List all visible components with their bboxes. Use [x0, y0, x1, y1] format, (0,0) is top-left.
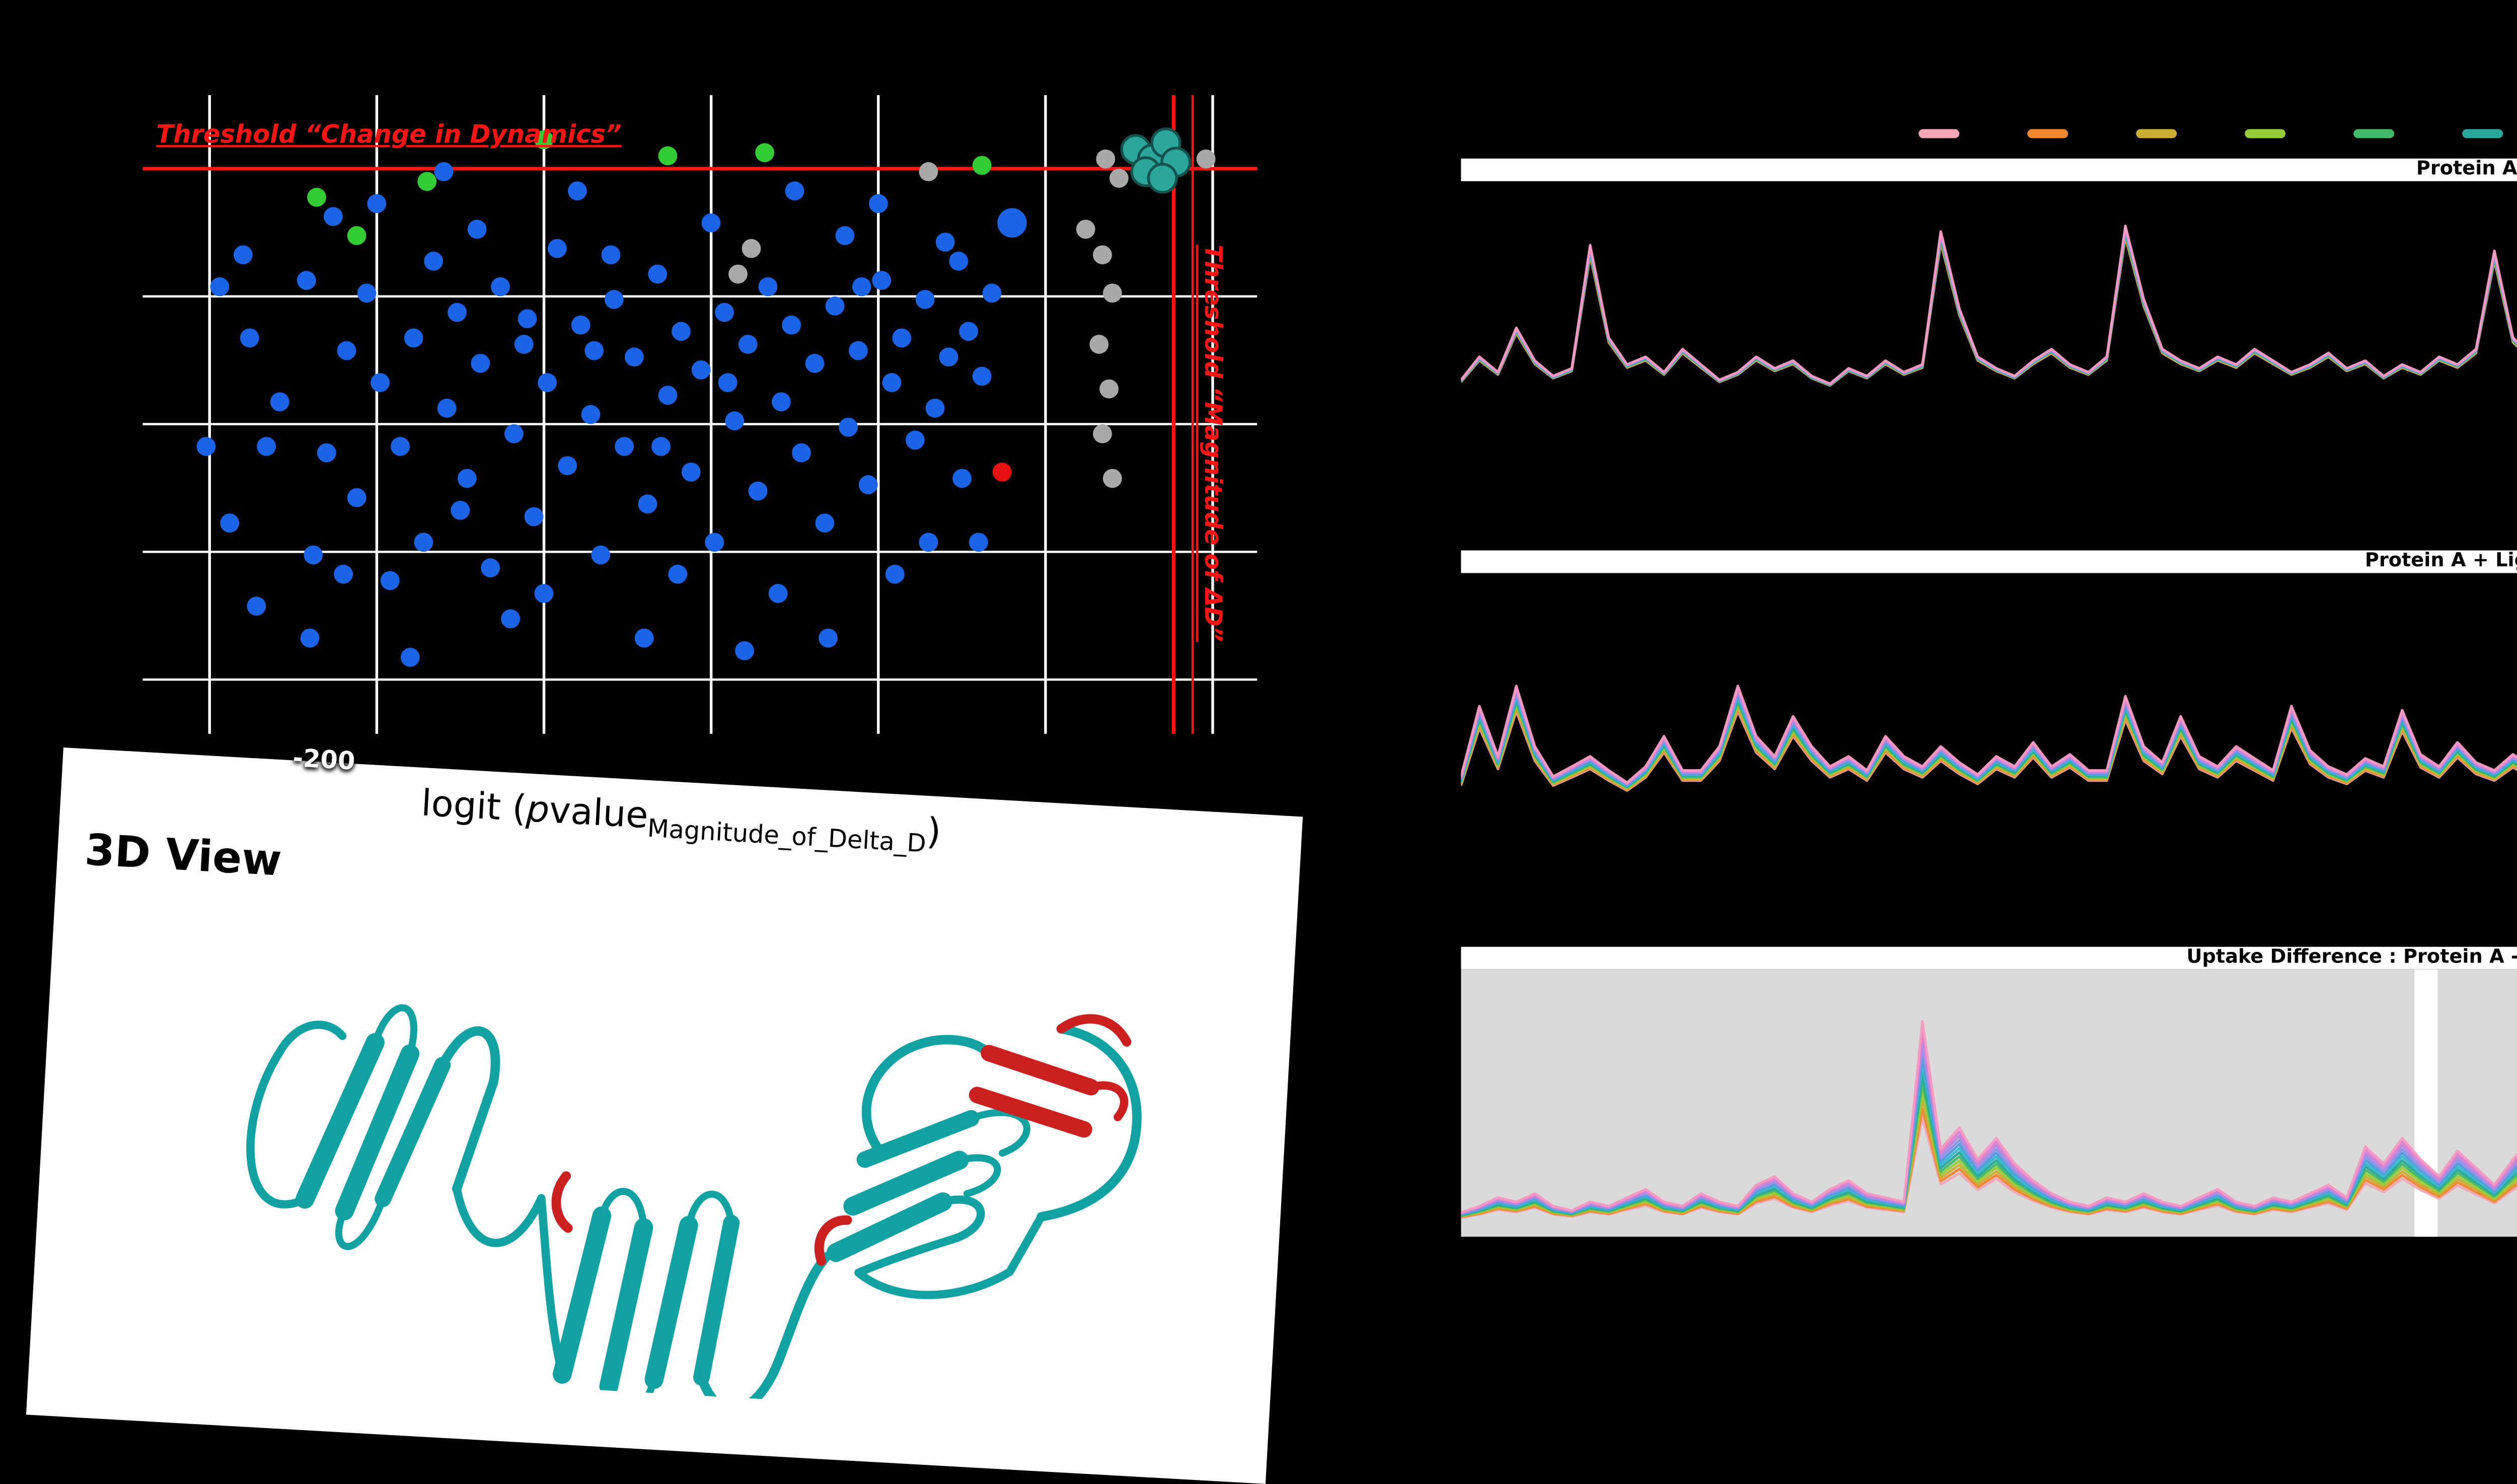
axis-label-subscript: Magnitude_of_Delta_D	[646, 813, 927, 859]
legend-swatch[interactable]	[2462, 129, 2503, 138]
volcano-plot-panel: Threshold “Change in Dynamics” Threshold…	[142, 95, 1257, 734]
chart-title-uptake-difference: Uptake Difference : Protein A - (Protein…	[2186, 946, 2517, 970]
chart-title-bar: Uptake Difference : Protein A - (Protein…	[1461, 946, 2517, 970]
axis-label-prefix: logit (	[420, 781, 528, 830]
volcano-scatter-chart[interactable]	[142, 95, 1257, 734]
protein-structure-3d-view[interactable]	[93, 882, 1250, 1425]
exposure-time-legend	[1918, 127, 2517, 140]
chart-title-protein-a-ligand: Protein A + Ligand	[2364, 550, 2517, 573]
protein-ribbon-red	[551, 1014, 1132, 1266]
uptake-difference-chart[interactable]	[1461, 969, 2517, 1237]
chart-title-bar: Protein A	[1461, 158, 2517, 181]
chart-title-bar: Protein A + Ligand	[1461, 550, 2517, 573]
protein-ribbon-teal	[246, 1004, 1142, 1417]
legend-swatch[interactable]	[1918, 129, 1960, 138]
structure-3d-panel: logit (pvalueMagnitude_of_Delta_D) 3D Vi…	[26, 747, 1303, 1484]
legend-swatch[interactable]	[2027, 129, 2068, 138]
uptake-chart-protein-a[interactable]	[1461, 181, 2517, 539]
volcano-x-tick-label: -200	[291, 743, 356, 777]
legend-swatch[interactable]	[2245, 129, 2286, 138]
legend-swatch[interactable]	[2353, 129, 2395, 138]
legend-swatch[interactable]	[2136, 129, 2177, 138]
axis-label-suffix: )	[925, 809, 942, 853]
structure-3d-title: 3D View	[83, 826, 283, 887]
axis-label-p: p	[525, 787, 551, 832]
threshold-magnitude-label: Threshold “Magnitude of ΔD”	[1198, 244, 1226, 642]
axis-label-word: value	[548, 788, 649, 837]
uptake-chart-protein-a-ligand[interactable]	[1461, 573, 2517, 929]
threshold-dynamics-label: Threshold “Change in Dynamics”	[156, 120, 622, 150]
chart-title-protein-a: Protein A	[2416, 158, 2517, 181]
app-canvas: Threshold “Change in Dynamics” Threshold…	[26, 95, 2517, 1484]
